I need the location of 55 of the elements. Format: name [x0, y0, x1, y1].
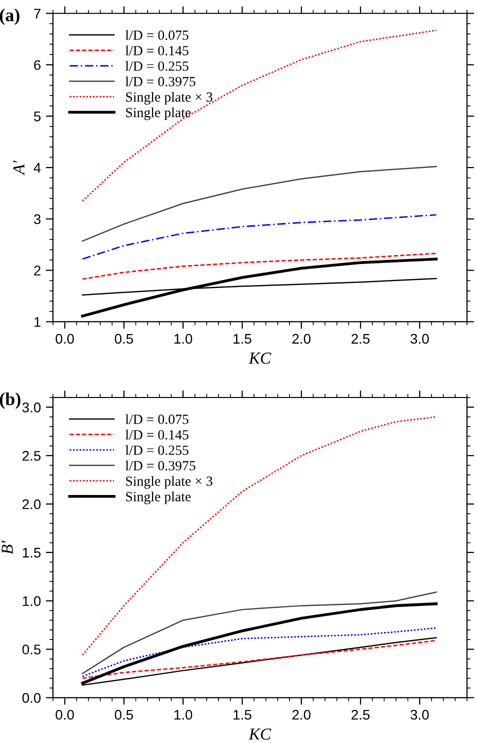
legend-label: l/D = 0.3975	[125, 460, 196, 470]
legend-label: l/D = 0.255	[125, 61, 188, 71]
x-tick-label: 2.0	[292, 710, 310, 720]
y-tick-label: 1.5	[22, 548, 41, 558]
x-tick-label: 0.5	[114, 710, 133, 720]
y-tick-label: 5	[34, 112, 41, 122]
y-tick-label: 2	[34, 266, 40, 276]
y-tick-label: 4	[34, 163, 41, 173]
y-tick-label: 3	[34, 214, 41, 224]
x-tick-label: 3.0	[410, 710, 429, 720]
y-tick-label: 0.5	[22, 644, 41, 654]
y-tick-label: 2.0	[22, 499, 41, 510]
legend-label: l/D = 0.075	[125, 30, 188, 40]
line-series	[82, 640, 437, 680]
line-series	[82, 592, 437, 674]
line-series	[82, 416, 437, 656]
y-tick-label: 2.5	[22, 450, 41, 461]
x-tick-label: 0.5	[114, 334, 133, 344]
line-series	[82, 166, 437, 242]
chart-title: (b)	[0, 392, 20, 409]
y-tick-label: 1	[34, 317, 40, 327]
x-tick-label: 2.5	[352, 710, 370, 720]
x-tick-label: 0.0	[56, 334, 74, 344]
x-axis-title: KC	[248, 352, 272, 364]
x-tick-label: 3.0	[410, 334, 429, 344]
y-tick-label: 1.0	[22, 596, 41, 606]
y-axis-title: B′	[2, 540, 13, 554]
y-tick-label: 7	[34, 8, 40, 18]
x-tick-label: 1.0	[174, 334, 192, 344]
line-series	[82, 627, 437, 678]
legend-label: Single plate × 3	[126, 92, 212, 105]
y-tick-label: 0.0	[22, 693, 41, 703]
legend-label: Single plate	[126, 492, 191, 504]
x-tick-label: 0.0	[56, 710, 74, 720]
y-tick-label: 6	[34, 60, 41, 70]
x-tick-label: 1.5	[234, 334, 252, 344]
x-tick-label: 1.5	[234, 710, 252, 720]
x-tick-label: 2.0	[292, 334, 310, 344]
legend-label: l/D = 0.145	[125, 430, 188, 440]
y-axis-title: A′	[13, 160, 24, 176]
legend-label: l/D = 0.075	[125, 414, 188, 424]
line-series	[82, 214, 437, 260]
legend-label: l/D = 0.255	[125, 445, 188, 456]
legend-label: l/D = 0.145	[125, 46, 188, 56]
line-series	[81, 258, 438, 318]
x-axis-title: KC	[248, 728, 272, 740]
legend-label: Single plate	[126, 107, 191, 120]
y-tick-label: 3.0	[22, 402, 41, 412]
x-tick-label: 1.0	[174, 710, 192, 720]
x-tick-label: 2.5	[352, 334, 370, 344]
chart-title: (a)	[0, 8, 20, 25]
legend-label: l/D = 0.3975	[125, 76, 196, 86]
line-series	[82, 252, 437, 280]
legend-label: Single plate × 3	[126, 476, 212, 489]
line-series	[82, 30, 437, 202]
